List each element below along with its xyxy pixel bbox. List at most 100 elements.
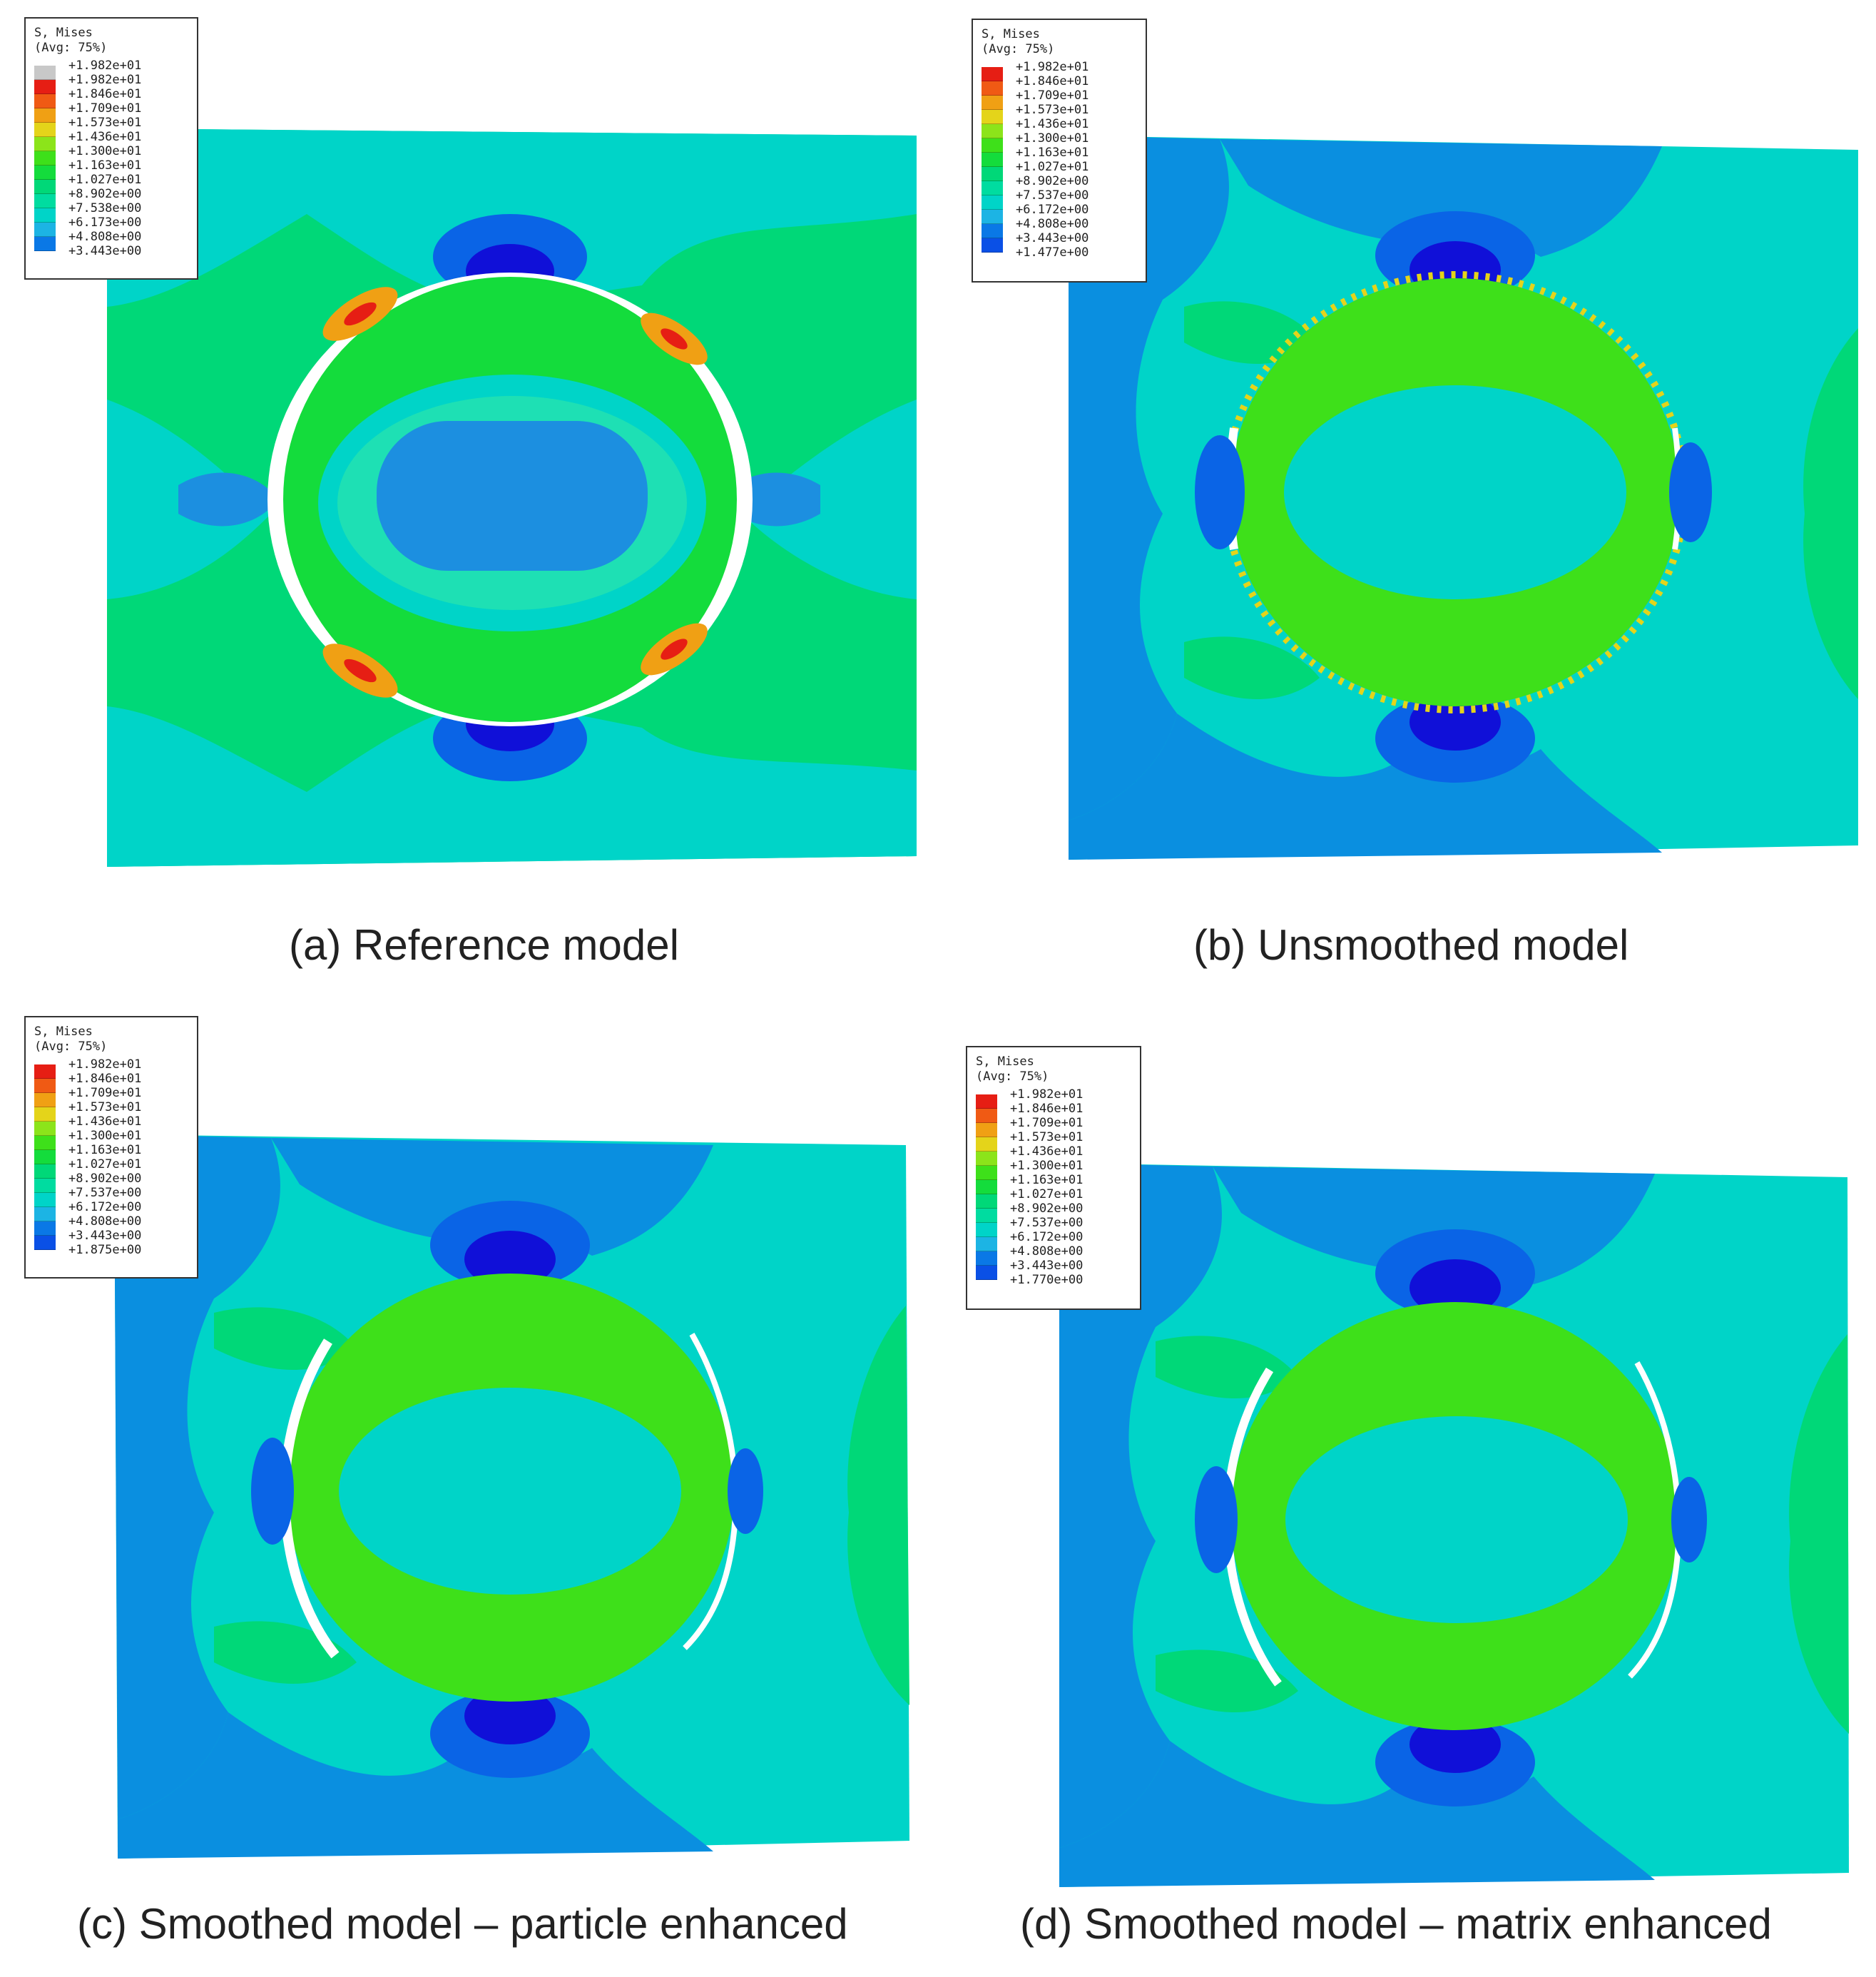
color-bar (34, 66, 56, 251)
legend-swatch (982, 110, 1003, 124)
legend-value: +1.163e+01 (68, 1143, 142, 1157)
legend-swatch (976, 1237, 997, 1251)
legend-value: +1.300e+01 (1010, 1159, 1084, 1173)
legend-swatch (982, 81, 1003, 96)
legend-value: +1.770e+00 (1010, 1273, 1084, 1287)
legend-d: S, Mises (Avg: 75%) +1.982e+01 +1.846e+0… (966, 1046, 1141, 1310)
legend-swatch (976, 1251, 997, 1266)
pole-bottom-inner (464, 1687, 556, 1744)
legend-value: +1.846e+01 (1016, 74, 1089, 88)
legend-swatch (34, 108, 56, 123)
cyan-band-right (742, 400, 917, 599)
legend-swatch (982, 153, 1003, 167)
legend-value: +3.443e+00 (68, 244, 142, 258)
blue-region-top (1220, 139, 1662, 257)
color-bar (982, 67, 1003, 253)
blue-region-top (1213, 1167, 1655, 1284)
legend-value: +1.573e+01 (68, 116, 142, 130)
legend-value: +1.477e+00 (1016, 245, 1089, 260)
legend-value: +7.537e+00 (1010, 1216, 1084, 1230)
legend-value: +1.163e+01 (1016, 146, 1089, 160)
legend-value: +1.846e+01 (68, 87, 142, 101)
legend-swatch (34, 1164, 56, 1179)
particle-inner-cyan (1285, 1416, 1628, 1623)
legend-swatch (976, 1137, 997, 1152)
legend-value: +8.902e+00 (1016, 174, 1089, 188)
legend-value: +1.875e+00 (68, 1243, 142, 1257)
legend-swatch (34, 1150, 56, 1164)
green-left-lobe-low (1184, 636, 1320, 699)
legend-value: +6.172e+00 (1010, 1230, 1084, 1244)
legend-swatch (976, 1209, 997, 1223)
hotspot-tr-core (661, 328, 688, 350)
legend-value: +4.808e+00 (68, 230, 142, 244)
legend-value: +1.300e+01 (68, 144, 142, 158)
blue-region-bottom (118, 1712, 713, 1859)
legend-value: +6.172e+00 (68, 1200, 142, 1214)
contour-plot-a (107, 128, 917, 867)
legend-value: +1.709e+01 (68, 101, 142, 116)
color-bar (976, 1094, 997, 1280)
panel-a: S, Mises (Avg: 75%) +1.982e+01 +1.982e+0… (0, 0, 938, 988)
legend-value: +8.902e+00 (68, 1172, 142, 1186)
legend-title: S, Mises (976, 1054, 1034, 1069)
blue-region-left (1069, 136, 1229, 820)
contour-plot-d (1059, 1163, 1849, 1887)
legend-value: +8.902e+00 (68, 187, 142, 201)
legend-swatch (34, 123, 56, 137)
panel-d: S, Mises (Avg: 75%) +1.982e+01 +1.846e+0… (949, 999, 1876, 1977)
blue-region-bottom (1059, 1741, 1655, 1887)
legend-swatch (34, 223, 56, 237)
legend-swatch (34, 1221, 56, 1236)
legend-value: +1.300e+01 (68, 1129, 142, 1143)
legend-swatch (34, 66, 56, 80)
legend-swatch (34, 237, 56, 251)
legend-swatch (976, 1194, 997, 1209)
hotspot-edge-left (251, 1438, 294, 1545)
legend-swatch (34, 208, 56, 223)
legend-value: +1.573e+01 (1010, 1130, 1084, 1144)
legend-value: +1.846e+01 (1010, 1102, 1084, 1116)
legend-swatch (34, 1193, 56, 1207)
legend-swatch (982, 167, 1003, 181)
hotspot-tl-core (344, 302, 377, 326)
particle-inner-cyan (339, 1388, 681, 1595)
legend-swatch (34, 80, 56, 94)
legend-value: +1.982e+01 (1016, 60, 1089, 74)
legend-value: +6.173e+00 (68, 215, 142, 230)
legend-title: S, Mises (982, 27, 1040, 41)
legend-subtitle: (Avg: 75%) (34, 1040, 108, 1054)
legend-value: +1.982e+01 (1010, 1087, 1084, 1102)
legend-swatch (982, 195, 1003, 210)
hotspot-bl-core (344, 659, 377, 683)
legend-swatch (34, 166, 56, 180)
legend-swatch (982, 67, 1003, 81)
legend-swatch (34, 194, 56, 208)
caption-c: (c) Smoothed model – particle enhanced (77, 1900, 848, 1948)
legend-swatch (982, 238, 1003, 253)
legend-swatch (34, 1064, 56, 1079)
legend-value: +3.443e+00 (1016, 231, 1089, 245)
hotspot-edge-left (1195, 435, 1245, 549)
legend-value: +1.027e+01 (1010, 1187, 1084, 1201)
particle-inner-cyan (1284, 385, 1626, 599)
legend-swatch (976, 1123, 997, 1137)
legend-swatch (34, 1136, 56, 1150)
hotspot-edge-right (1671, 1477, 1707, 1562)
legend-value: +8.902e+00 (1010, 1201, 1084, 1216)
cyan-band-bottom (107, 699, 917, 867)
green-right (1789, 1334, 1849, 1734)
legend-swatch (34, 1236, 56, 1250)
legend-swatch (34, 1079, 56, 1093)
green-right (847, 1306, 909, 1705)
legend-swatch (976, 1266, 997, 1280)
legend-value: +1.709e+01 (1010, 1116, 1084, 1130)
legend-value: +1.436e+01 (1016, 117, 1089, 131)
legend-value: +1.982e+01 (68, 1057, 142, 1072)
legend-value: +3.443e+00 (1010, 1259, 1084, 1273)
legend-value: +1.027e+01 (1016, 160, 1089, 174)
legend-value: +1.846e+01 (68, 1072, 142, 1086)
hotspot-edge-left (1195, 1466, 1238, 1573)
legend-swatch (982, 96, 1003, 110)
legend-a: S, Mises (Avg: 75%) +1.982e+01 +1.982e+0… (24, 17, 198, 280)
